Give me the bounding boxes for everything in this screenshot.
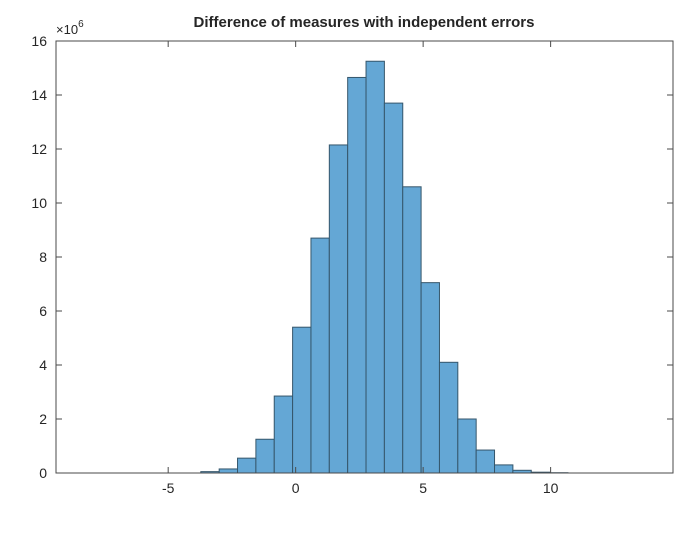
y-tick-label: 4 <box>39 357 47 373</box>
y-tick-label: 8 <box>39 249 47 265</box>
x-tick-label: 10 <box>543 480 559 496</box>
y-tick-label: 14 <box>31 87 47 103</box>
chart-title: Difference of measures with independent … <box>194 14 535 31</box>
y-tick-label: 10 <box>31 195 47 211</box>
histogram-bar <box>420 282 440 474</box>
histogram-bar <box>457 418 477 474</box>
histogram-bars <box>200 60 569 474</box>
histogram-bar <box>475 449 496 474</box>
y-axis-exponent-base: ×10 <box>56 22 78 37</box>
histogram-bar <box>310 237 330 474</box>
tick-labels: -5 0 5 10 0 2 4 6 8 10 12 14 16 <box>31 33 558 496</box>
y-tick-label: 6 <box>39 303 47 319</box>
histogram-bar <box>383 102 404 474</box>
y-tick-label: 16 <box>31 33 47 49</box>
y-axis-exponent-label: ×106 <box>56 19 84 37</box>
histogram-bar <box>255 438 275 474</box>
histogram-bar <box>328 144 349 474</box>
y-tick-label: 2 <box>39 411 47 427</box>
histogram-bar <box>365 60 385 474</box>
histogram-bar <box>438 361 459 474</box>
x-tick-label: -5 <box>162 480 175 496</box>
x-tick-label: 0 <box>292 480 300 496</box>
axes-box <box>55 40 674 474</box>
y-axis-exponent-power: 6 <box>78 19 84 30</box>
histogram-bar <box>347 76 367 474</box>
histogram-bar <box>218 468 239 474</box>
histogram-bar <box>292 326 312 474</box>
y-tick-label: 0 <box>39 465 47 481</box>
y-tick-label: 12 <box>31 141 47 157</box>
histogram-bar <box>273 395 294 474</box>
histogram-bar <box>494 464 514 474</box>
histogram-bar <box>402 186 422 474</box>
x-tick-label: 5 <box>419 480 427 496</box>
histogram-bar <box>237 457 257 474</box>
